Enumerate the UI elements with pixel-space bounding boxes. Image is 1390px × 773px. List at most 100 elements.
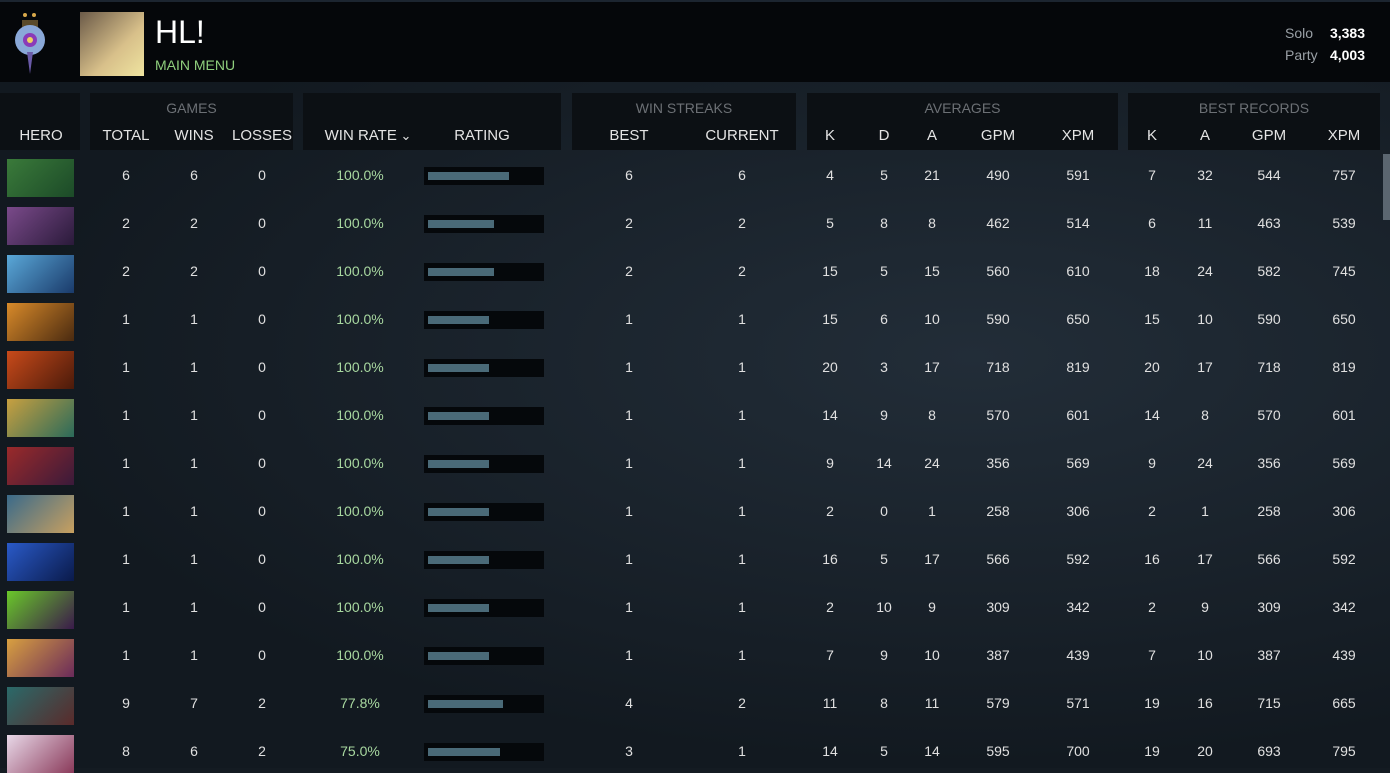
cell-best: 1 [625,647,633,663]
cell-wins: 1 [190,311,198,327]
avatar[interactable] [80,12,144,76]
cell-winrate: 100.0% [336,263,384,279]
hero-portrait[interactable] [7,591,74,629]
column-bgpm[interactable]: GPM [1252,127,1286,144]
cell-a: 17 [924,359,940,375]
cell-k: 15 [822,311,838,327]
hero-portrait[interactable] [7,735,74,773]
cell-current: 1 [738,647,746,663]
rating-bar-fill [428,748,500,756]
column-bk[interactable]: K [1147,127,1157,144]
cell-total: 9 [122,695,130,711]
column-current[interactable]: CURRENT [705,127,778,144]
cell-ba: 17 [1197,359,1213,375]
cell-bk: 2 [1148,599,1156,615]
column-gpm[interactable]: GPM [981,127,1015,144]
hero-portrait[interactable] [7,543,74,581]
column-best[interactable]: BEST [609,127,648,144]
cell-bk: 19 [1144,695,1160,711]
hero-portrait[interactable] [7,639,74,677]
hero-portrait[interactable] [7,351,74,389]
hero-portrait[interactable] [7,255,74,293]
column-ba[interactable]: A [1200,127,1210,144]
hero-portrait[interactable] [7,207,74,245]
cell-best: 1 [625,599,633,615]
hero-portrait[interactable] [7,495,74,533]
cell-k: 16 [822,551,838,567]
column-hero[interactable]: HERO [19,127,63,144]
cell-bxpm: 795 [1332,743,1356,759]
cell-bgpm: 693 [1257,743,1281,759]
cell-bxpm: 439 [1332,647,1356,663]
rating-bar-fill [428,268,495,276]
cell-wins: 1 [190,359,198,375]
cell-bk: 20 [1144,359,1160,375]
rating-bar-fill [428,700,504,708]
column-d[interactable]: D [879,127,890,144]
cell-best: 1 [625,311,633,327]
cell-current: 2 [738,695,746,711]
hero-portrait[interactable] [7,687,74,725]
cell-bk: 7 [1148,167,1156,183]
cell-xpm: 592 [1066,551,1090,567]
cell-d: 6 [880,311,888,327]
cell-losses: 0 [258,647,266,663]
column-wins[interactable]: WINS [174,127,213,144]
cell-current: 1 [738,599,746,615]
cell-gpm: 462 [986,215,1010,231]
cell-best: 1 [625,503,633,519]
rating-bar [424,503,544,521]
cell-best: 2 [625,215,633,231]
hero-portrait[interactable] [7,303,74,341]
hero-header-panel [0,93,80,150]
column-a[interactable]: A [927,127,937,144]
cell-d: 5 [880,551,888,567]
cell-a: 17 [924,551,940,567]
cell-bxpm: 819 [1332,359,1356,375]
column-label: WIN RATE [324,127,397,144]
column-winrate[interactable]: WIN RATE ⌄ [325,127,412,144]
column-label: K [1146,127,1158,144]
hero-portrait[interactable] [7,159,74,197]
sort-chevron-down-icon: ⌄ [396,128,412,143]
cell-wins: 7 [190,695,198,711]
rating-bar-fill [428,556,490,564]
column-xpm[interactable]: XPM [1062,127,1095,144]
column-losses[interactable]: LOSSES [232,127,292,144]
cell-a: 8 [928,215,936,231]
cell-total: 1 [122,599,130,615]
hero-portrait[interactable] [7,399,74,437]
cell-d: 8 [880,695,888,711]
cell-bxpm: 342 [1332,599,1356,615]
cell-xpm: 601 [1066,407,1090,423]
scrollbar[interactable] [1383,154,1390,220]
cell-winrate: 77.8% [340,695,380,711]
column-total[interactable]: TOTAL [103,127,150,144]
cell-current: 1 [738,551,746,567]
cell-winrate: 100.0% [336,215,384,231]
cell-xpm: 569 [1066,455,1090,471]
cell-losses: 0 [258,167,266,183]
cell-winrate: 100.0% [336,311,384,327]
cell-total: 1 [122,551,130,567]
cell-best: 1 [625,359,633,375]
cell-bxpm: 745 [1332,263,1356,279]
main-menu-link[interactable]: MAIN MENU [155,57,236,73]
column-rating[interactable]: RATING [454,127,510,144]
rating-bar [424,695,544,713]
column-k[interactable]: K [825,127,835,144]
cell-a: 10 [924,647,940,663]
cell-gpm: 490 [986,167,1010,183]
cell-gpm: 590 [986,311,1010,327]
column-label: D [878,127,890,144]
cell-xpm: 650 [1066,311,1090,327]
cell-wins: 2 [190,263,198,279]
hero-portrait[interactable] [7,447,74,485]
column-label: XPM [1061,127,1095,144]
cell-ba: 32 [1197,167,1213,183]
column-bxpm[interactable]: XPM [1328,127,1361,144]
cell-xpm: 819 [1066,359,1090,375]
cell-gpm: 566 [986,551,1010,567]
cell-losses: 0 [258,551,266,567]
cell-best: 4 [625,695,633,711]
